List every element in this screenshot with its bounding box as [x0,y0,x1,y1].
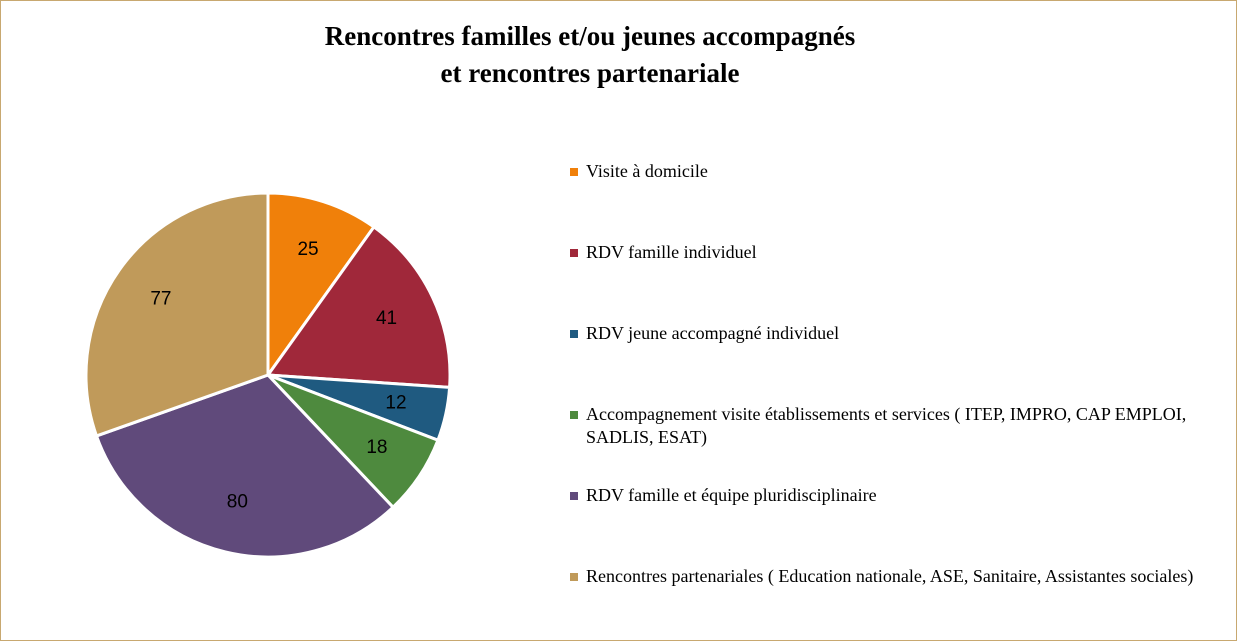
legend-label: RDV jeune accompagné individuel [586,323,840,343]
data-label: 25 [297,239,318,260]
pie-slice [84,191,270,438]
pie-slice [94,373,396,559]
title-line: Rencontres familles et/ou jeunes accompa… [324,21,856,51]
legend-swatch [570,411,578,419]
chart-title: Rencontres familles et/ou jeunes accompa… [0,18,1180,92]
legend-swatch [570,168,578,176]
legend-label: Visite à domicile [586,161,708,181]
legend-item: RDV famille et équipe pluridisciplinaire [570,484,1236,507]
legend-item: RDV jeune accompagné individuel [570,322,1236,345]
legend-item: Rencontres partenariales ( Education nat… [570,565,1236,588]
legend-item: Accompagnement visite établissements et … [570,403,1236,449]
pie-slice [265,224,452,390]
legend-swatch [570,330,578,338]
pie-slice [266,191,376,380]
title-line: et rencontres partenariale [440,58,740,88]
legend-swatch [570,492,578,500]
legend-label: Rencontres partenariales ( Education nat… [586,566,1194,586]
legend-label: Accompagnement visite établissements et … [586,404,1187,447]
legend-item: Visite à domicile [570,160,1236,183]
data-label: 18 [366,437,387,458]
data-label: 80 [227,491,248,512]
legend-item: RDV famille individuel [570,241,1236,264]
data-label: 12 [385,392,406,413]
legend-swatch [570,573,578,581]
legend-label: RDV famille et équipe pluridisciplinaire [586,485,877,505]
pie-chart: 25 41 12 18 80 77 [84,191,452,559]
data-label: 77 [150,288,171,309]
data-label: 41 [376,308,397,329]
legend-swatch [570,249,578,257]
legend-label: RDV famille individuel [586,242,757,262]
